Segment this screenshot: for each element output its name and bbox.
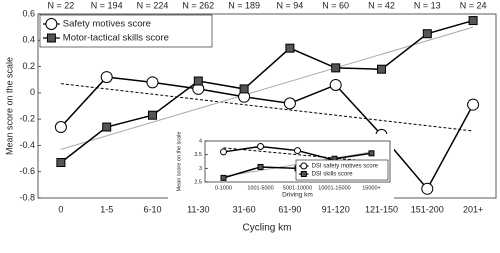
- x-tick-label: 91-120: [322, 204, 350, 214]
- x-tick-label: 0-1000: [215, 185, 232, 191]
- x-axis-title: Cycling km: [243, 223, 292, 234]
- x-tick-label: 61-90: [278, 204, 301, 214]
- annotation: N = 194: [91, 0, 123, 10]
- y-tick-label: -0.4: [19, 140, 35, 150]
- marker: [285, 43, 295, 53]
- y-tick-label: 0.2: [22, 61, 35, 71]
- marker: [421, 182, 434, 195]
- x-tick-label: 201+: [463, 204, 483, 214]
- series-line: [60, 76, 474, 191]
- y-tick-label: 3.5: [194, 152, 202, 158]
- annotation: N = 189: [228, 0, 260, 10]
- plot-frame: [204, 140, 391, 183]
- y-tick-label: -0.8: [19, 192, 35, 202]
- legend-box: [39, 14, 213, 48]
- marker: [220, 174, 227, 181]
- y-tick-label: -0.6: [19, 166, 35, 176]
- y-tick-label: 3: [199, 166, 202, 172]
- marker: [257, 142, 264, 150]
- legend-box: [295, 159, 389, 181]
- x-tick-label: 6-10: [143, 204, 161, 214]
- legend-label: Motor-tactical skills score: [63, 33, 169, 44]
- legend-marker: [45, 18, 58, 30]
- annotation: N = 60: [322, 0, 349, 10]
- x-tick-label: 1001-5000: [247, 185, 273, 191]
- x-axis-title: Driving km: [282, 192, 313, 199]
- x-tick-label: 0: [58, 204, 63, 214]
- y-tick-label: 0.6: [22, 8, 35, 18]
- y-tick-label: 4: [199, 138, 202, 144]
- x-tick-label: 11-30: [187, 204, 209, 214]
- x-tick-label: 151-200: [411, 204, 444, 214]
- marker: [468, 16, 478, 26]
- marker: [422, 29, 432, 39]
- marker: [368, 150, 375, 157]
- legend-marker: [300, 171, 307, 177]
- annotation: N = 42: [368, 0, 395, 10]
- marker: [329, 78, 342, 91]
- marker: [283, 97, 296, 110]
- marker: [102, 122, 112, 132]
- y-tick-label: 2.5: [194, 179, 202, 185]
- marker: [220, 148, 227, 156]
- y-tick-label: -0.2: [19, 114, 35, 124]
- marker: [239, 84, 249, 94]
- x-tick-label: 121-150: [365, 204, 398, 214]
- annotation: N = 94: [277, 0, 304, 10]
- legend-label: DSI skills score: [312, 172, 354, 178]
- marker: [148, 110, 157, 120]
- x-tick-label: 10001-15000: [318, 185, 350, 191]
- y-tick-label: 0: [30, 87, 35, 97]
- annotation: N = 13: [414, 0, 441, 10]
- annotation: N = 262: [182, 0, 214, 10]
- x-tick-label: 1-5: [100, 204, 113, 214]
- x-tick-label: 31-60: [233, 204, 256, 214]
- x-tick-label: 15000+: [362, 185, 381, 191]
- y-axis-title: Mean score on the scale: [176, 132, 182, 192]
- y-axis-title: Mean score on the scale: [4, 57, 14, 155]
- marker: [146, 76, 159, 89]
- annotation: N = 224: [137, 0, 169, 10]
- trend-line: [60, 83, 474, 132]
- marker: [467, 98, 480, 111]
- marker: [377, 64, 386, 74]
- marker: [100, 71, 113, 84]
- legend-marker: [300, 162, 308, 170]
- marker: [56, 158, 66, 168]
- x-tick-label: 5001-10000: [283, 185, 312, 191]
- annotation: N = 22: [48, 0, 75, 10]
- legend-marker: [46, 33, 56, 43]
- annotation: N = 24: [460, 0, 487, 10]
- legend-label: DSI safety motives score: [312, 164, 379, 170]
- marker: [294, 147, 301, 155]
- legend-label: Safety motives score: [63, 19, 151, 30]
- marker: [193, 76, 203, 86]
- marker: [331, 63, 341, 73]
- marker: [54, 121, 67, 134]
- series-line: [60, 19, 474, 164]
- trend-line: [60, 26, 474, 150]
- y-tick-label: 0.4: [22, 35, 35, 45]
- marker: [257, 163, 264, 170]
